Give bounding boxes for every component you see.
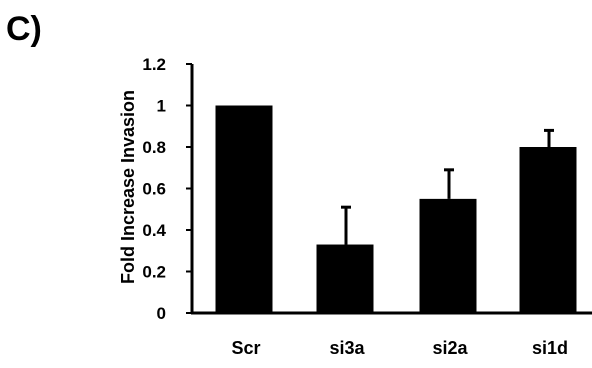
y-tick-label: 0 [157, 304, 166, 323]
bars [215, 105, 577, 313]
x-axis-labels: Scr si3a si2a si1d [231, 338, 568, 358]
x-tick-label: si2a [432, 338, 468, 358]
bar-si2a [419, 198, 477, 313]
error-bars [341, 128, 554, 245]
bar-Scr [215, 105, 273, 313]
y-tick-label: 0.8 [142, 138, 166, 157]
x-tick-label: si1d [532, 338, 568, 358]
bar-chart: 0 0.2 0.4 0.6 0.8 1 1.2 Scr si3a si2a si1d [142, 55, 592, 358]
panel-label: C) [6, 10, 42, 48]
y-tick-label: 0.2 [142, 263, 166, 282]
y-tick-label: 1 [157, 97, 166, 116]
y-axis-ticks: 0 0.2 0.4 0.6 0.8 1 1.2 [142, 55, 192, 323]
y-tick-label: 0.6 [142, 180, 166, 199]
y-axis-title: Fold Increase Invasion [118, 90, 138, 284]
x-tick-label: si3a [329, 338, 365, 358]
y-tick-label: 0.4 [142, 221, 166, 240]
y-tick-label: 1.2 [142, 55, 166, 74]
bar-si1d [519, 147, 577, 313]
x-tick-label: Scr [231, 338, 260, 358]
bar-si3a [316, 244, 374, 313]
